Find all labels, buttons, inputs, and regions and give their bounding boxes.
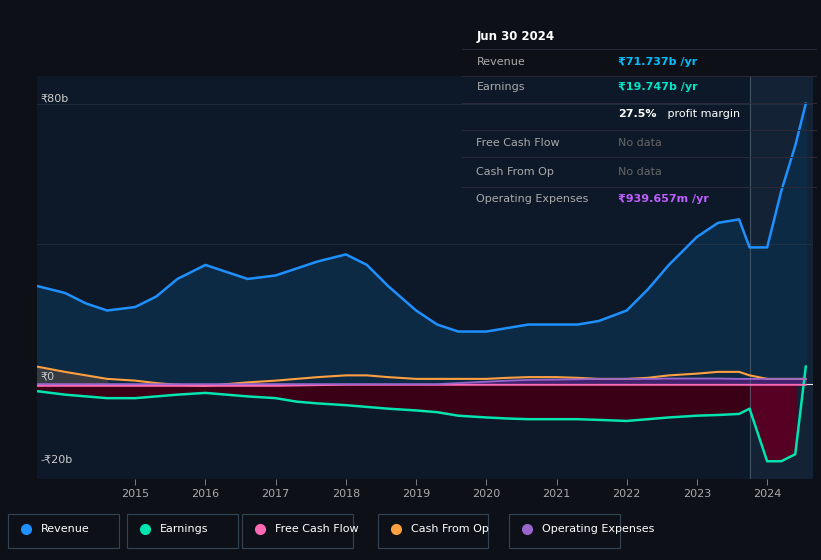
Text: No data: No data <box>618 167 663 178</box>
Text: Cash From Op: Cash From Op <box>410 524 488 534</box>
Text: ₹80b: ₹80b <box>40 94 69 104</box>
Text: Operating Expenses: Operating Expenses <box>542 524 654 534</box>
Bar <box>750 76 813 479</box>
Text: profit margin: profit margin <box>664 109 741 119</box>
Text: ₹939.657m /yr: ₹939.657m /yr <box>618 194 709 204</box>
Text: Operating Expenses: Operating Expenses <box>476 194 589 204</box>
Text: 27.5%: 27.5% <box>618 109 657 119</box>
Text: ₹71.737b /yr: ₹71.737b /yr <box>618 57 698 67</box>
Text: Revenue: Revenue <box>41 524 89 534</box>
Text: Jun 30 2024: Jun 30 2024 <box>476 30 554 43</box>
Text: Earnings: Earnings <box>160 524 209 534</box>
Text: ₹0: ₹0 <box>40 371 54 381</box>
Text: Revenue: Revenue <box>476 57 525 67</box>
Text: Free Cash Flow: Free Cash Flow <box>476 138 560 148</box>
Text: -₹20b: -₹20b <box>40 454 73 464</box>
Text: Earnings: Earnings <box>476 82 525 92</box>
Text: Cash From Op: Cash From Op <box>476 167 554 178</box>
Text: No data: No data <box>618 138 663 148</box>
Text: ₹19.747b /yr: ₹19.747b /yr <box>618 82 698 92</box>
Text: Free Cash Flow: Free Cash Flow <box>275 524 359 534</box>
